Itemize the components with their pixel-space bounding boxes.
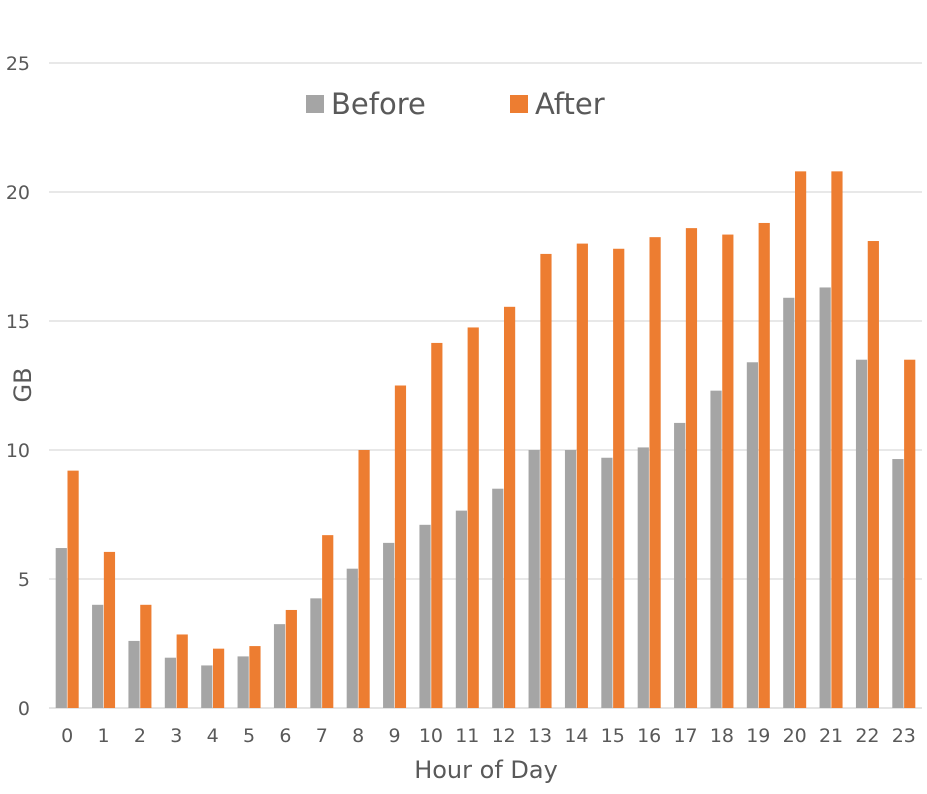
x-tick-label: 15 bbox=[601, 725, 625, 747]
bar-after-hour-21 bbox=[831, 171, 843, 709]
bar-before-hour-8 bbox=[346, 568, 358, 708]
x-tick-label: 2 bbox=[134, 725, 146, 747]
bar-before-hour-12 bbox=[492, 488, 504, 708]
bar-before-hour-2 bbox=[128, 640, 140, 708]
bar-after-hour-15 bbox=[613, 248, 625, 708]
bar-after-hour-22 bbox=[867, 241, 879, 708]
x-tick-label: 21 bbox=[819, 725, 843, 747]
bar-after-hour-0 bbox=[67, 470, 79, 708]
bar-before-hour-19 bbox=[746, 362, 759, 708]
bar-after-hour-20 bbox=[794, 171, 807, 709]
bar-before-hour-20 bbox=[783, 297, 795, 708]
bar-before-hour-10 bbox=[419, 524, 431, 708]
bar-before-hour-4 bbox=[201, 665, 213, 708]
x-tick-label: 3 bbox=[170, 725, 182, 747]
bar-after-hour-17 bbox=[685, 228, 698, 708]
bar-after-hour-7 bbox=[322, 535, 334, 708]
bar-before-hour-18 bbox=[710, 390, 722, 708]
bar-after-hour-14 bbox=[576, 243, 588, 708]
x-tick-label: 20 bbox=[783, 725, 807, 747]
bar-before-hour-17 bbox=[674, 422, 686, 708]
x-tick-label: 0 bbox=[61, 725, 73, 747]
bar-after-hour-8 bbox=[358, 450, 370, 708]
bar-after-hour-11 bbox=[467, 327, 479, 708]
bar-after-hour-13 bbox=[540, 253, 552, 709]
y-axis-ticks: 0 5 10 15 20 25 bbox=[6, 53, 30, 720]
legend-label-before: Before bbox=[331, 87, 426, 121]
legend-swatch-before bbox=[306, 95, 324, 113]
bar-after-hour-23 bbox=[904, 359, 916, 708]
bar-before-hour-16 bbox=[637, 447, 649, 708]
y-tick-label: 5 bbox=[18, 569, 30, 591]
bar-before-hour-6 bbox=[273, 624, 286, 708]
x-tick-label: 5 bbox=[243, 725, 255, 747]
legend-label-after: After bbox=[535, 87, 605, 121]
bar-before-hour-13 bbox=[528, 450, 540, 708]
bar-before-hour-7 bbox=[310, 598, 322, 708]
x-tick-label: 18 bbox=[710, 725, 734, 747]
bar-after-hour-5 bbox=[249, 646, 261, 708]
y-axis-title: GB bbox=[9, 367, 37, 402]
x-tick-label: 1 bbox=[98, 725, 110, 747]
x-tick-label: 6 bbox=[279, 725, 291, 747]
x-tick-label: 14 bbox=[564, 725, 588, 747]
x-tick-label: 11 bbox=[455, 725, 479, 747]
bars bbox=[55, 171, 916, 709]
bar-before-hour-14 bbox=[564, 450, 577, 708]
x-tick-label: 22 bbox=[855, 725, 879, 747]
bar-before-hour-11 bbox=[455, 510, 468, 708]
bar-before-hour-3 bbox=[164, 657, 177, 708]
x-tick-label: 8 bbox=[352, 725, 364, 747]
bar-before-hour-0 bbox=[55, 548, 67, 708]
bar-after-hour-12 bbox=[503, 306, 516, 708]
bar-after-hour-2 bbox=[140, 604, 152, 708]
bar-after-hour-9 bbox=[394, 385, 407, 708]
bar-before-hour-22 bbox=[855, 359, 868, 708]
x-tick-label: 17 bbox=[673, 725, 697, 747]
x-tick-label: 10 bbox=[419, 725, 443, 747]
x-axis-title: Hour of Day bbox=[414, 756, 558, 784]
y-tick-label: 10 bbox=[6, 440, 30, 462]
bar-after-hour-6 bbox=[285, 609, 297, 708]
bar-before-hour-23 bbox=[892, 459, 904, 708]
x-tick-label: 7 bbox=[316, 725, 328, 747]
legend-swatch-after bbox=[510, 95, 528, 113]
bar-after-hour-19 bbox=[758, 222, 770, 708]
bar-before-hour-15 bbox=[601, 457, 613, 708]
x-tick-label: 16 bbox=[637, 725, 661, 747]
bar-after-hour-10 bbox=[431, 342, 443, 708]
y-tick-label: 25 bbox=[6, 53, 30, 75]
bar-before-hour-9 bbox=[383, 542, 395, 708]
x-tick-label: 13 bbox=[528, 725, 552, 747]
x-tick-label: 9 bbox=[389, 725, 401, 747]
gridlines bbox=[49, 62, 922, 709]
bar-before-hour-1 bbox=[92, 604, 104, 708]
bar-after-hour-16 bbox=[649, 237, 661, 708]
bar-after-hour-3 bbox=[176, 634, 188, 708]
x-tick-label: 12 bbox=[492, 725, 516, 747]
y-tick-label: 0 bbox=[18, 698, 30, 720]
bar-after-hour-4 bbox=[212, 648, 225, 708]
bar-after-hour-18 bbox=[722, 234, 734, 708]
legend: Before After bbox=[306, 87, 605, 121]
bar-after-hour-1 bbox=[103, 551, 116, 708]
x-axis-ticks: 0 1 2 3 4 5 6 7 8 9 10 11 12 13 14 15 16 17 18 19 20 21 22 23 bbox=[61, 725, 916, 747]
bar-before-hour-21 bbox=[819, 287, 831, 708]
x-tick-label: 23 bbox=[892, 725, 916, 747]
y-tick-label: 20 bbox=[6, 182, 30, 204]
x-tick-label: 19 bbox=[746, 725, 770, 747]
bar-before-hour-5 bbox=[237, 656, 249, 708]
y-tick-label: 15 bbox=[6, 311, 30, 333]
x-tick-label: 4 bbox=[207, 725, 219, 747]
